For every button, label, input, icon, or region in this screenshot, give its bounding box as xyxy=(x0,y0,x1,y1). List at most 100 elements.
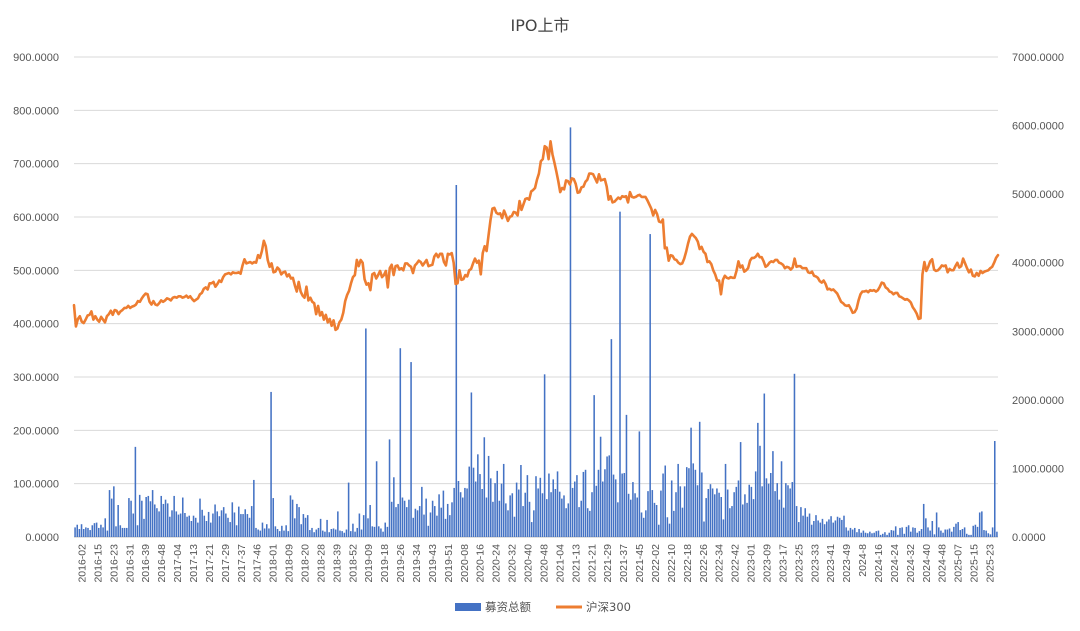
bar xyxy=(242,514,244,537)
bar xyxy=(556,471,559,537)
bar xyxy=(853,527,856,537)
x-tick-label: 2020-08 xyxy=(459,544,471,583)
bar xyxy=(502,463,505,537)
bar xyxy=(214,504,216,537)
bar xyxy=(849,527,852,537)
bar xyxy=(481,489,483,537)
bar xyxy=(866,533,869,537)
x-tick-label: 2024-40 xyxy=(921,544,933,583)
x-tick-label: 2017-37 xyxy=(236,544,248,583)
bar xyxy=(554,489,557,537)
x-tick-label: 2022-18 xyxy=(682,544,694,583)
bar xyxy=(972,525,975,537)
bar xyxy=(515,482,518,537)
bar xyxy=(720,497,723,537)
bar xyxy=(614,479,617,537)
bar xyxy=(216,511,219,537)
bar xyxy=(74,527,76,537)
bar xyxy=(166,503,169,537)
bar xyxy=(100,524,102,537)
bar xyxy=(578,507,580,537)
bar xyxy=(791,482,794,537)
legend: 募资总额 沪深300 xyxy=(455,600,631,614)
bar xyxy=(147,495,150,537)
x-tick-label: 2019-51 xyxy=(443,544,455,583)
bar xyxy=(237,506,240,537)
bar xyxy=(541,493,544,537)
bar xyxy=(748,484,751,537)
bar xyxy=(782,507,785,537)
x-tick-label: 2017-46 xyxy=(252,544,264,583)
bar xyxy=(332,528,335,537)
bar xyxy=(595,485,598,537)
bar xyxy=(698,421,701,537)
bar xyxy=(707,489,710,537)
bar xyxy=(380,528,382,537)
bar xyxy=(830,516,832,537)
bar xyxy=(942,532,944,537)
x-tick-label: 2024-32 xyxy=(905,544,917,583)
bar xyxy=(545,499,548,537)
bar xyxy=(767,483,770,537)
bar xyxy=(873,532,875,537)
x-tick-label: 2016-02 xyxy=(76,544,88,583)
bar xyxy=(505,503,507,537)
bar xyxy=(507,510,509,537)
line-path xyxy=(72,140,1000,332)
x-tick-label: 2025-23 xyxy=(985,544,997,583)
bar xyxy=(487,455,490,537)
bar xyxy=(950,531,953,537)
bar xyxy=(828,519,830,537)
bar xyxy=(625,414,628,537)
bar xyxy=(640,512,643,537)
bar xyxy=(414,508,417,537)
y-axis-left: 0.0000 100.0000 200.0000 300.0000 400.0000 50… xyxy=(13,52,59,544)
bar xyxy=(729,508,731,537)
bar xyxy=(393,477,395,537)
x-tick-label: 2024-16 xyxy=(873,544,885,583)
bar xyxy=(821,518,824,537)
bar xyxy=(511,493,514,537)
x-tick-label: 2016-31 xyxy=(124,544,136,583)
bar xyxy=(806,516,809,537)
bar xyxy=(365,328,367,537)
bar xyxy=(268,528,270,537)
bar xyxy=(477,454,479,537)
bar xyxy=(483,437,486,537)
bar xyxy=(181,497,184,537)
bar xyxy=(593,395,595,537)
y-left-tick-label: 300.0000 xyxy=(13,372,59,384)
bar xyxy=(731,506,733,537)
bar xyxy=(946,529,949,537)
bar xyxy=(888,532,891,537)
bar xyxy=(91,525,94,537)
bar xyxy=(276,529,279,537)
bar xyxy=(787,485,789,537)
bar xyxy=(860,532,863,537)
bar xyxy=(832,522,835,537)
bar xyxy=(207,511,210,537)
bar xyxy=(343,532,346,537)
bar xyxy=(418,506,421,537)
x-tick-label: 2023-17 xyxy=(777,544,789,583)
bar xyxy=(345,529,348,537)
bar xyxy=(175,511,178,537)
bar xyxy=(121,527,124,537)
bar xyxy=(808,513,811,537)
bar xyxy=(576,475,578,537)
bar xyxy=(657,524,660,537)
bar xyxy=(485,497,488,537)
bar xyxy=(233,512,236,537)
bar xyxy=(278,531,281,537)
bar xyxy=(985,530,987,537)
bar xyxy=(819,522,822,537)
x-tick-label: 2023-33 xyxy=(809,544,821,583)
bar xyxy=(597,469,600,537)
bar xyxy=(765,478,768,537)
bar xyxy=(692,463,695,537)
x-tick-label: 2025-15 xyxy=(969,544,981,583)
bar xyxy=(522,506,524,537)
x-tick-label: 2023-41 xyxy=(825,544,837,583)
legend-swatch-bar xyxy=(455,603,481,611)
bar xyxy=(548,473,550,537)
